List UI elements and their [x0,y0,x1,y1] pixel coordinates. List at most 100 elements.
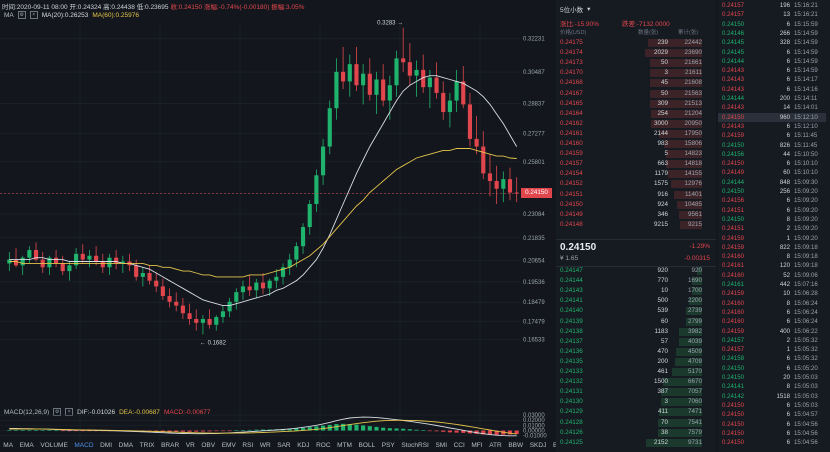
trade-row[interactable]: 0.24158 6 15:05:32 [718,354,826,363]
trade-row[interactable]: 0.24151 6 15:09:20 [718,206,826,215]
ask-row[interactable]: 0.24152 1575 12976 [556,179,706,189]
trade-row[interactable]: 0.24159 400 15:06:22 [718,327,826,336]
trade-row[interactable]: 0.24150 826 15:11:45 [718,141,826,150]
indicator-tab-macd[interactable]: MACD [74,442,94,449]
trade-row[interactable]: 0.24150 6 15:04:56 [718,438,826,447]
indicator-tab-rsi[interactable]: RSI [242,442,254,449]
kline-chart-area[interactable]: 时间:2020-09-11 08:00 开:0.24324 高:0.24438 … [0,0,568,452]
trade-row[interactable]: 0.24159 1 15:09:20 [718,234,826,243]
indicator-tab-vr[interactable]: VR [185,442,195,449]
close-icon[interactable]: × [29,11,38,19]
trade-row[interactable]: 0.24144 848 15:09:30 [718,178,826,187]
bid-row[interactable]: 0.24125 2152 9731 [556,438,706,448]
indicator-tab-mfi[interactable]: MFI [471,442,483,449]
main-indicator-name[interactable]: MA [4,11,14,19]
bid-row[interactable]: 0.24133 461 5170 [556,367,706,377]
bid-row[interactable]: 0.24139 60 2799 [556,317,706,327]
indicator-tab-boll[interactable]: BOLL [358,442,376,449]
trade-row[interactable]: 0.24160 52 15:09:06 [718,271,826,280]
trade-row[interactable]: 0.24160 8 15:09:18 [718,252,826,261]
trade-row[interactable]: 0.24156 6 15:09:20 [718,196,826,205]
bid-row[interactable]: 0.24129 411 7471 [556,407,706,417]
trade-row[interactable]: 0.24143 6 15:14:16 [718,85,826,94]
indicator-tab-obv[interactable]: OBV [201,442,216,449]
trade-row[interactable]: 0.24145 6 15:14:59 [718,48,826,57]
trade-row[interactable]: 0.24159 10 15:06:28 [718,289,826,298]
trade-row[interactable]: 0.24150 6 15:05:03 [718,401,826,410]
trade-row[interactable]: 0.24157 196 15:16:21 [718,1,826,10]
bid-row[interactable]: 0.24130 3 7060 [556,397,706,407]
ask-row[interactable]: 0.24151 916 11401 [556,190,706,200]
close-icon[interactable]: × [65,408,74,416]
indicator-tab-volume[interactable]: VOLUME [40,442,68,449]
indicator-tab-smi[interactable]: SMI [435,442,447,449]
settings-icon[interactable]: ⚙ [17,11,26,19]
chart-svg[interactable]: 0.32231 0.30487 0.28837 0.27277 0.25801 0.241… [0,0,552,440]
ask-row[interactable]: 0.24165 309 21513 [556,99,706,109]
ask-row[interactable]: 0.24168 45 21608 [556,78,706,88]
trade-row[interactable]: 0.24150 6 15:04:56 [718,429,826,438]
bid-row[interactable]: 0.24126 38 7579 [556,428,706,438]
bid-row[interactable]: 0.24147 920 920 [556,266,706,276]
trade-row[interactable]: 0.24157 1 15:05:32 [718,345,826,354]
ask-row[interactable]: 0.24154 1179 14155 [556,169,706,179]
ask-row[interactable]: 0.24167 50 21563 [556,89,706,99]
trade-row[interactable]: 0.24156 44 15:10:50 [718,150,826,159]
ask-row[interactable]: 0.24173 50 21661 [556,58,706,68]
ask-row[interactable]: 0.24159 5 14823 [556,149,706,159]
trade-row[interactable]: 0.24160 6 15:06:24 [718,317,826,326]
trade-row[interactable]: 0.24149 60 15:10:10 [718,168,826,177]
indicator-tab-sar[interactable]: SAR [277,442,291,449]
trade-row[interactable]: 0.24157 13 15:16:21 [718,10,826,19]
trade-row[interactable]: 0.24146 266 15:14:59 [718,29,826,38]
bid-row[interactable]: 0.24135 200 4709 [556,357,706,367]
bid-row[interactable]: 0.24138 1183 3982 [556,327,706,337]
bid-row[interactable]: 0.24137 57 4039 [556,337,706,347]
indicator-tab-dmi[interactable]: DMI [100,442,113,449]
trade-row[interactable]: 0.24143 14 15:14:01 [718,103,826,112]
bid-row[interactable]: 0.24131 387 7057 [556,387,706,397]
trade-row[interactable]: 0.24159 822 15:09:18 [718,243,826,252]
indicator-tab-wr[interactable]: WR [259,442,271,449]
ask-row[interactable]: 0.24150 924 10485 [556,200,706,210]
trade-row[interactable]: 0.24143 6 15:14:17 [718,75,826,84]
ask-row[interactable]: 0.24175 239 22442 [556,38,706,48]
indicator-tab-atr[interactable]: ATR [489,442,502,449]
ask-row[interactable]: 0.24157 663 14818 [556,159,706,169]
trade-row[interactable]: 0.24150 6 15:04:57 [718,410,826,419]
indicator-tab-emv[interactable]: EMV [221,442,236,449]
indicator-tab-stochrsi[interactable]: StochRSI [401,442,429,449]
trade-row[interactable]: 0.24143 6 15:12:10 [718,122,826,131]
indicator-tab-dma[interactable]: DMA [118,442,134,449]
trade-row[interactable]: 0.24150 6 15:15:59 [718,20,826,29]
bid-row[interactable]: 0.24144 770 1690 [556,276,706,286]
trade-row[interactable]: 0.24150 20 15:05:03 [718,373,826,382]
ask-row[interactable]: 0.24174 2029 23690 [556,48,706,58]
trade-row[interactable]: 0.24160 6 15:06:24 [718,308,826,317]
ask-row[interactable]: 0.24162 3000 20950 [556,119,706,129]
indicator-tab-ma[interactable]: MA [3,442,14,449]
trade-row[interactable]: 0.24159 6 15:11:45 [718,131,826,140]
trade-row[interactable]: 0.24157 2 15:05:32 [718,336,826,345]
ask-row[interactable]: 0.24148 9215 9215 [556,220,706,230]
chevron-down-icon[interactable]: ▾ [587,6,591,13]
trade-row[interactable]: 0.24142 1518 15:05:03 [718,392,826,401]
trade-row[interactable]: 0.24161 442 15:07:16 [718,280,826,289]
trade-row[interactable]: 0.24141 8 15:05:03 [718,382,826,391]
trade-row[interactable]: 0.24150 6 15:05:20 [718,364,826,373]
indicator-tab-trix[interactable]: TRIX [139,442,155,449]
ask-row[interactable]: 0.24160 983 15806 [556,139,706,149]
indicator-tab-ema[interactable]: EMA [19,442,34,449]
trade-row[interactable]: 0.24150 8 15:09:20 [718,215,826,224]
trade-row[interactable]: 0.24150 256 15:09:20 [718,187,826,196]
ask-row[interactable]: 0.24170 3 21611 [556,68,706,78]
bid-row[interactable]: 0.24140 539 2739 [556,306,706,316]
indicator-tab-bbw[interactable]: BBW [508,442,524,449]
ask-row[interactable]: 0.24164 254 21204 [556,109,706,119]
indicator-tab-psy[interactable]: PSY [381,442,395,449]
settings-icon[interactable]: ⚙ [53,408,62,416]
trade-row[interactable]: 0.24144 6 15:14:59 [718,57,826,66]
trade-row[interactable]: 0.24160 8 15:06:24 [718,299,826,308]
bid-row[interactable]: 0.24143 10 1700 [556,286,706,296]
trade-row[interactable]: 0.24150 6 15:04:56 [718,420,826,429]
